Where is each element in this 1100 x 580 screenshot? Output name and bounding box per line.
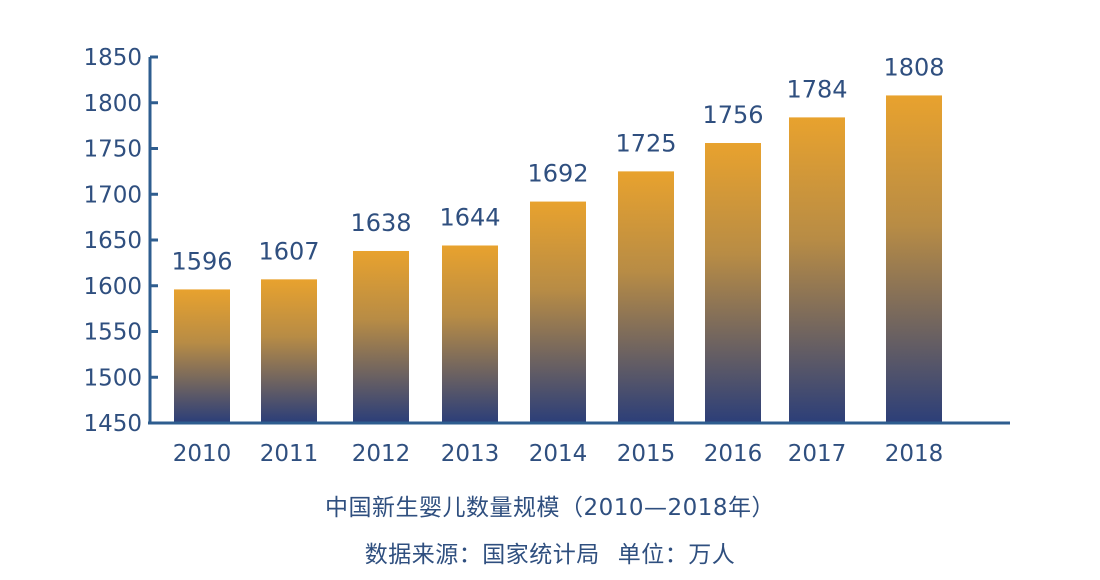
bar (261, 279, 317, 422)
chart-source-line: 数据来源：国家统计局 单位：万人 (0, 535, 1100, 569)
chart-title: 中国新生婴儿数量规模（2010—2018年） (324, 495, 776, 521)
bars (174, 95, 942, 422)
bar (353, 250, 409, 422)
y-tick-label: 1650 (83, 228, 142, 254)
x-tick-label: 2010 (173, 441, 232, 467)
data-label: 1596 (171, 247, 232, 275)
data-label: 1808 (883, 53, 944, 81)
bar (705, 143, 761, 422)
x-axis: 2010 2011 2012 2013 2014 2015 2016 2017 2018 (148, 421, 1010, 467)
y-tick-label: 1450 (83, 411, 142, 437)
y-tick-label: 1750 (83, 137, 142, 163)
bar (174, 289, 230, 422)
unit-text: 单位：万人 (617, 542, 736, 568)
data-label: 1607 (258, 237, 319, 265)
y-tick-label: 1550 (83, 320, 142, 346)
data-label: 1638 (350, 209, 411, 237)
data-label: 1756 (702, 101, 763, 129)
y-tick-label: 1500 (83, 365, 142, 391)
x-tick-label: 2015 (617, 441, 676, 467)
bar (886, 95, 942, 422)
y-tick-label: 1700 (83, 182, 142, 208)
bar (618, 171, 674, 422)
source-text: 数据来源：国家统计局 (364, 542, 600, 568)
data-label: 1692 (527, 160, 588, 188)
x-tick-label: 2013 (441, 441, 500, 467)
data-label: 1725 (615, 129, 676, 157)
data-labels: 1596 1607 1638 1644 1692 1725 1756 1784 1808 (171, 53, 944, 275)
x-tick-label: 2011 (260, 441, 319, 467)
x-tick-label: 2018 (885, 441, 944, 467)
bar-chart: 1450 1500 1550 1600 1650 1700 1750 1800 1850 201… (83, 45, 1010, 467)
data-label: 1644 (439, 203, 500, 231)
data-label: 1784 (786, 75, 847, 103)
x-tick-label: 2017 (788, 441, 847, 467)
y-axis: 1450 1500 1550 1600 1650 1700 1750 1800 1850 (83, 45, 158, 437)
bar (530, 201, 586, 422)
x-tick-label: 2014 (529, 441, 588, 467)
y-tick-label: 1600 (83, 274, 142, 300)
y-tick-label: 1800 (83, 91, 142, 117)
bar (442, 245, 498, 422)
y-tick-label: 1850 (83, 45, 142, 71)
x-tick-label: 2012 (352, 441, 411, 467)
bar (789, 117, 845, 422)
x-tick-label: 2016 (704, 441, 763, 467)
